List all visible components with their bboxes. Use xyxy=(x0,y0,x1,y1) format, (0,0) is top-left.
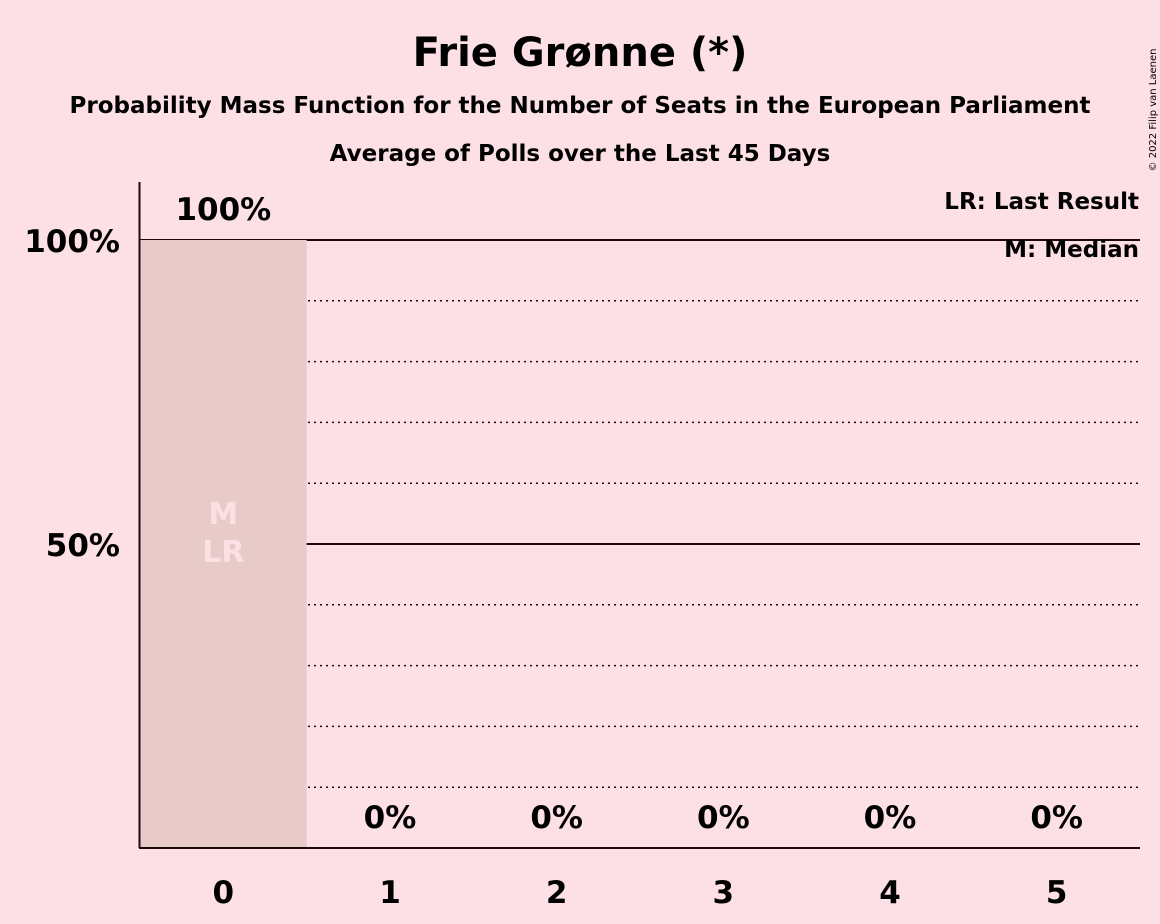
x-tick-label-0: 0 xyxy=(213,875,235,911)
bar-marker-m: M xyxy=(208,497,238,532)
bar-value-label-5: 0% xyxy=(1030,800,1083,836)
x-tick-label-1: 1 xyxy=(379,875,401,911)
x-axis-ticks: 0 1 2 3 4 5 xyxy=(213,875,1068,911)
y-axis-ticks: 50% 100% xyxy=(24,224,120,564)
chart-subtitle-2: Average of Polls over the Last 45 Days xyxy=(330,141,831,167)
legend-median: M: Median xyxy=(1004,237,1139,263)
bar-value-label-1: 0% xyxy=(364,800,417,836)
y-tick-label-50: 50% xyxy=(46,528,120,564)
bar-0 xyxy=(140,240,307,848)
bar-value-label-0: 100% xyxy=(175,192,271,228)
x-tick-label-2: 2 xyxy=(546,875,568,911)
bar-value-labels: 100% 0% 0% 0% 0% 0% xyxy=(175,192,1083,836)
bars xyxy=(140,240,307,848)
chart-subtitle: Probability Mass Function for the Number… xyxy=(70,93,1091,119)
bar-value-label-2: 0% xyxy=(530,800,583,836)
bar-value-label-4: 0% xyxy=(864,800,917,836)
legend-last-result: LR: Last Result xyxy=(944,189,1139,215)
bar-marker-lr: LR xyxy=(202,535,244,570)
y-tick-label-100: 100% xyxy=(24,224,120,260)
chart-title: Frie Grønne (*) xyxy=(413,30,748,76)
gridlines xyxy=(140,239,1140,788)
x-tick-label-5: 5 xyxy=(1046,875,1068,911)
x-tick-label-3: 3 xyxy=(713,875,735,911)
bar-value-label-3: 0% xyxy=(697,800,750,836)
copyright-text: © 2022 Filip van Laenen xyxy=(1148,49,1159,172)
x-tick-label-4: 4 xyxy=(879,875,901,911)
bar-markers: MLR xyxy=(202,497,244,570)
